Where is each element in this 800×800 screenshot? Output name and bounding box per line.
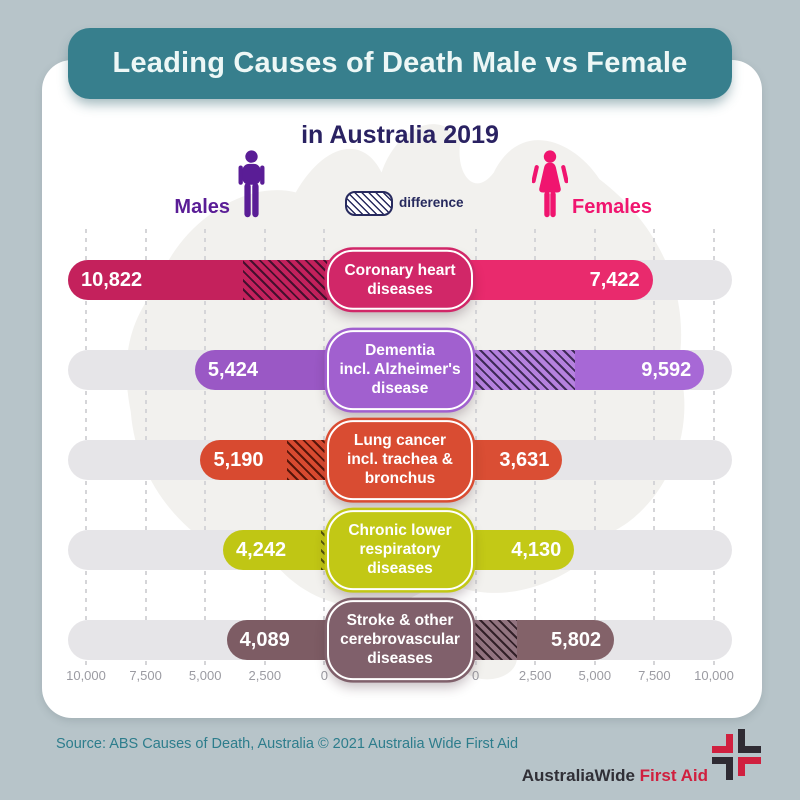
male-value: 4,089 [239,629,290,651]
cause-label-line: incl. Alzheimer's [339,361,461,379]
axis-tick-label: 0 [471,668,480,683]
axis-tick-label: 2,500 [248,668,282,683]
difference-hatch-male [243,260,327,300]
axis-tick-label: 5,000 [188,668,222,683]
bar-female [460,260,653,300]
cause-label-box: Stroke & other cerebrovascular diseases [327,600,473,680]
female-value: 5,802 [551,629,602,651]
axis-tick-label: 10,000 [66,668,106,683]
brand-name-part2: First Aid [639,766,708,785]
axis-tick-label: 7,500 [129,668,162,683]
cause-label-line: cerebrovascular [340,631,460,649]
female-value: 3,631 [499,449,550,471]
difference-legend-label: difference [399,195,464,210]
cause-label-line: incl. trachea & [347,451,453,469]
axis-tick-label: 0 [320,668,328,683]
axis-tick-label: 10,000 [694,668,734,683]
page-subtitle: in Australia 2019 [301,121,499,149]
bar-male [194,350,340,390]
source-attribution: Source: ABS Causes of Death, Australia ©… [56,736,519,752]
page-title: Leading Causes of Death Male vs Female [112,47,688,79]
axis-tick-label: 2,500 [518,668,552,683]
brand-logo-text: AustraliaWide First Aid [522,766,708,786]
female-value: 7,422 [589,269,640,291]
male-icon [238,150,265,218]
axis-tick-label: 5,000 [578,668,612,683]
female-value: 9,592 [641,359,692,381]
bar-male [223,530,340,570]
cause-label-line: disease [371,380,429,398]
cause-label-line: bronchus [364,470,436,488]
first-aid-cross-icon [712,729,761,780]
cause-label-box: Chronic lower respiratory diseases [327,510,473,590]
bar-female [460,530,575,570]
cause-label-box: Dementia incl. Alzheimer's disease [327,330,473,410]
difference-hatch-male [286,440,327,480]
female-icon [532,150,568,218]
cause-label-line: Dementia [365,342,435,360]
cause-label-line: Lung cancer [353,432,447,450]
cause-label-line: respiratory [359,541,441,559]
male-value: 5,424 [207,359,258,381]
title-banner: Leading Causes of Death Male vs Female [68,28,732,99]
females-label: Females [572,196,653,218]
cause-label-line: diseases [367,281,433,298]
cause-label-line: diseases [367,560,433,578]
female-value: 4,130 [511,539,562,561]
bar-male [226,620,340,660]
males-label: Males [174,196,230,218]
cause-label-line: Stroke & other [346,612,454,630]
cause-label-box: Lung cancer incl. trachea & bronchus [327,420,473,500]
brand-name-part1: AustraliaWide [521,766,635,785]
cause-label-line: Chronic lower [348,522,452,540]
cause-label-box: Coronary heart diseases [327,249,473,311]
difference-hatch-male [321,530,327,570]
male-value: 4,242 [236,539,287,561]
male-value: 5,190 [213,449,264,471]
difference-hatch-female [473,620,517,660]
difference-legend-swatch [345,191,393,216]
cause-label-line: diseases [367,650,433,668]
male-value: 10,822 [81,269,143,291]
axis-tick-label: 7,500 [638,668,671,683]
bar-female [460,440,563,480]
cause-label-line: Coronary heart [344,261,456,279]
difference-hatch-female [473,350,576,390]
